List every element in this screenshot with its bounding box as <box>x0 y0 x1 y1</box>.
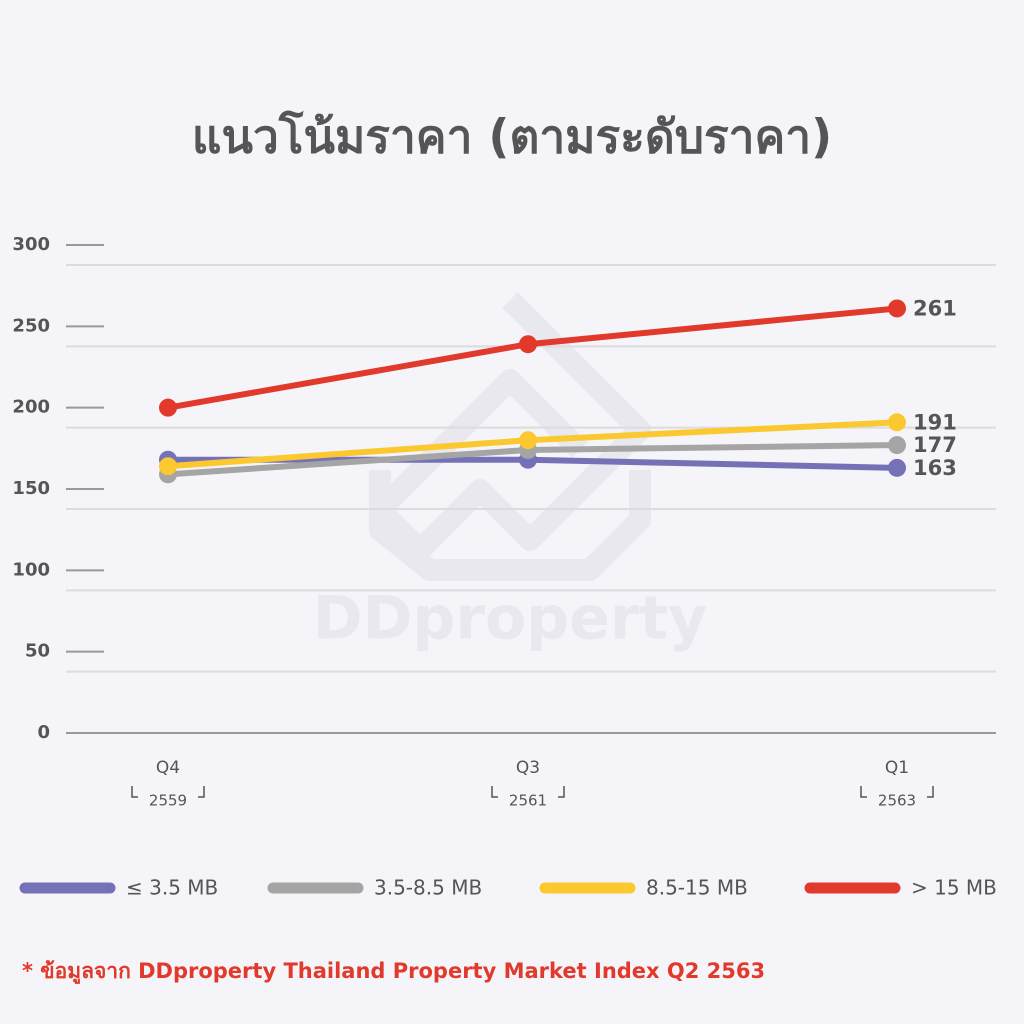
y-tick-label: 300 <box>12 234 50 255</box>
y-tick-label: 150 <box>12 478 50 499</box>
watermark: DDproperty <box>313 584 707 654</box>
point <box>888 436 906 455</box>
y-tick-label: 250 <box>12 315 50 336</box>
y-tick-label: 200 <box>12 397 50 418</box>
data-label: 191 <box>913 410 957 434</box>
data-label: 261 <box>913 296 957 320</box>
point <box>888 299 906 318</box>
year-bracket <box>491 786 565 798</box>
legend-label: 8.5-15 MB <box>646 876 748 900</box>
data-label: 177 <box>913 433 957 457</box>
x-tick-year: 2561 <box>509 792 547 810</box>
y-tick-label: 0 <box>37 722 50 743</box>
x-tick-label: Q3 <box>516 758 540 778</box>
y-tick-label: 50 <box>25 641 50 662</box>
footnote: * ข้อมูลจาก DDproperty Thailand Property… <box>22 959 765 985</box>
x-tick-label: Q4 <box>156 758 180 778</box>
point <box>159 457 177 476</box>
year-bracket <box>131 786 205 798</box>
point <box>159 398 177 417</box>
point <box>888 458 906 477</box>
legend-label: ≤ 3.5 MB <box>126 876 218 900</box>
data-label: 163 <box>913 456 957 480</box>
point <box>519 335 537 354</box>
legend-label: > 15 MB <box>911 876 997 900</box>
y-tick-label: 100 <box>12 559 50 580</box>
year-bracket <box>860 786 934 798</box>
x-tick-year: 2559 <box>149 792 187 810</box>
point <box>519 431 537 450</box>
x-tick-label: Q1 <box>885 758 909 778</box>
point <box>888 413 906 432</box>
x-tick-year: 2563 <box>878 792 916 810</box>
legend-label: 3.5-8.5 MB <box>374 876 482 900</box>
chart-title: แนวโน้มราคา (ตามระดับราคา) <box>192 110 832 164</box>
